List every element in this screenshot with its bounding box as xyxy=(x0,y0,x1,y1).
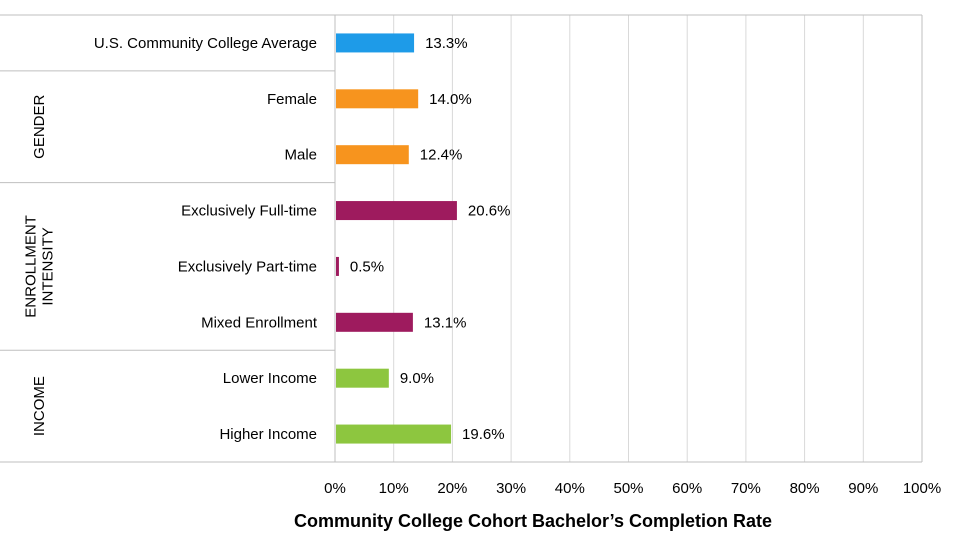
x-tick-label: 10% xyxy=(379,480,409,497)
x-tick-label: 70% xyxy=(731,480,761,497)
category-label: Higher Income xyxy=(219,426,317,443)
category-label: Exclusively Full-time xyxy=(181,203,317,220)
x-tick-label: 80% xyxy=(790,480,820,497)
x-tick-label: 100% xyxy=(903,480,941,497)
bars: 13.3% 14.0% 12.4% 20.6% 0.5% 13.1% 9.0% 19.6% xyxy=(336,33,511,444)
category-label: Lower Income xyxy=(223,370,317,387)
data-label: 14.0% xyxy=(429,91,472,108)
data-label: 19.6% xyxy=(462,426,505,443)
category-label: U.S. Community College Average xyxy=(94,35,317,52)
data-label: 0.5% xyxy=(350,258,384,275)
data-label: 13.1% xyxy=(424,314,467,331)
x-tick-label: 20% xyxy=(437,480,467,497)
bar xyxy=(336,33,415,53)
category-axis-structure xyxy=(0,14,922,463)
bar xyxy=(336,201,457,221)
group-labels: GENDER ENROLLMENT INTENSITY INCOME xyxy=(23,95,57,437)
x-tick-label: 50% xyxy=(613,480,643,497)
x-axis-title: Community College Cohort Bachelor’s Comp… xyxy=(294,511,772,531)
bar xyxy=(336,145,409,165)
bar xyxy=(336,368,389,388)
x-tick-label: 0% xyxy=(324,480,346,497)
bar xyxy=(336,256,339,276)
category-label: Male xyxy=(284,147,317,164)
data-label: 20.6% xyxy=(468,203,511,220)
group-label: INTENSITY xyxy=(40,227,57,305)
data-label: 12.4% xyxy=(420,147,463,164)
x-tick-label: 30% xyxy=(496,480,526,497)
x-tick-label: 90% xyxy=(848,480,878,497)
bar xyxy=(336,89,419,109)
data-label: 13.3% xyxy=(425,35,468,52)
x-tick-labels: 0% 10% 20% 30% 40% 50% 60% 70% 80% 90% 100% xyxy=(324,480,941,497)
category-label: Exclusively Part-time xyxy=(178,258,317,275)
bar xyxy=(336,312,413,332)
group-label: ENROLLMENT xyxy=(23,215,40,318)
category-label: Mixed Enrollment xyxy=(201,314,318,331)
x-tick-label: 40% xyxy=(555,480,585,497)
category-label: Female xyxy=(267,91,317,108)
category-labels: U.S. Community College Average Female Male… xyxy=(94,35,318,443)
group-label: GENDER xyxy=(31,95,48,159)
bar xyxy=(336,424,452,444)
data-label: 9.0% xyxy=(400,370,434,387)
x-tick-label: 60% xyxy=(672,480,702,497)
gridlines xyxy=(335,14,923,462)
group-label: INCOME xyxy=(31,376,48,436)
